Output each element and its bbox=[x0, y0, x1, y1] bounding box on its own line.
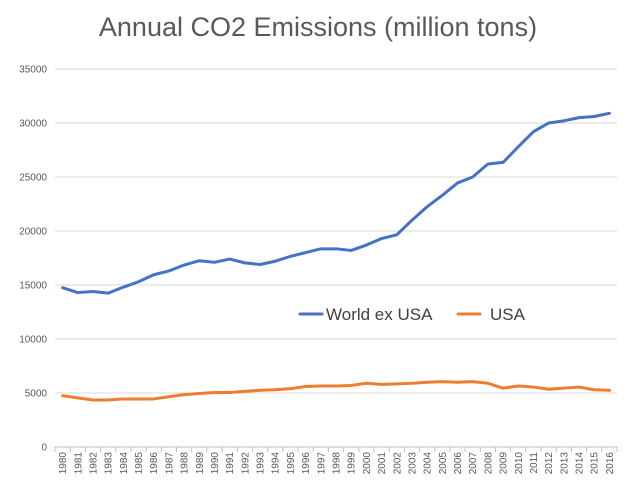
y-tick-label-10000: 10000 bbox=[19, 335, 47, 346]
chart-title: Annual CO2 Emissions (million tons) bbox=[99, 12, 537, 42]
x-tick-label-2016: 2016 bbox=[605, 452, 616, 475]
y-tick-label-5000: 5000 bbox=[25, 389, 48, 400]
x-tick-label-2011: 2011 bbox=[529, 452, 540, 474]
x-tick-label-2004: 2004 bbox=[423, 452, 434, 475]
series-lines bbox=[61, 111, 611, 402]
series-line-usa bbox=[61, 380, 611, 402]
x-tick-label-1986: 1986 bbox=[149, 452, 160, 475]
x-tick-label-1998: 1998 bbox=[332, 452, 343, 475]
x-tick-label-1994: 1994 bbox=[271, 452, 282, 475]
y-tick-label-20000: 20000 bbox=[19, 227, 47, 238]
y-tick-label-35000: 35000 bbox=[19, 65, 47, 76]
y-tick-label-0: 0 bbox=[41, 443, 47, 454]
x-tick-label-2002: 2002 bbox=[392, 452, 403, 475]
legend-label-world-ex-usa: World ex USA bbox=[326, 305, 433, 324]
x-axis-tick-labels: 1980 1981 1982 1983 1984 1985 1986 1987 1988 1989… bbox=[58, 452, 616, 475]
x-tick-label-2008: 2008 bbox=[483, 452, 494, 475]
x-tick-label-2000: 2000 bbox=[362, 452, 373, 475]
x-tick-label-2010: 2010 bbox=[514, 452, 525, 475]
legend: World ex USA USA bbox=[298, 305, 526, 324]
y-axis-tick-labels: 0 5000 10000 15000 20000 25000 30000 35000 bbox=[19, 65, 47, 454]
series-line-world-ex-usa bbox=[61, 111, 611, 295]
x-tick-label-2003: 2003 bbox=[407, 452, 418, 475]
y-tick-label-15000: 15000 bbox=[19, 281, 47, 292]
legend-label-usa: USA bbox=[490, 305, 526, 324]
x-tick-label-1996: 1996 bbox=[301, 452, 312, 475]
x-tick-label-1999: 1999 bbox=[347, 452, 358, 475]
y-tick-label-30000: 30000 bbox=[19, 119, 47, 130]
x-tick-label-1981: 1981 bbox=[73, 452, 84, 475]
x-tick-label-1984: 1984 bbox=[119, 452, 130, 475]
x-tick-label-1997: 1997 bbox=[316, 452, 327, 475]
x-tick-label-1982: 1982 bbox=[88, 452, 99, 475]
x-tick-label-2014: 2014 bbox=[575, 452, 586, 475]
x-tick-label-1990: 1990 bbox=[210, 452, 221, 475]
y-tick-label-25000: 25000 bbox=[19, 173, 47, 184]
x-tick-label-1993: 1993 bbox=[256, 452, 267, 475]
x-tick-label-2009: 2009 bbox=[499, 452, 510, 475]
axes bbox=[54, 446, 618, 452]
x-tick-label-1995: 1995 bbox=[286, 452, 297, 475]
x-tick-label-2006: 2006 bbox=[453, 452, 464, 475]
x-tick-label-1987: 1987 bbox=[164, 452, 175, 475]
x-tick-label-1992: 1992 bbox=[240, 452, 251, 475]
x-tick-label-2005: 2005 bbox=[438, 452, 449, 475]
x-tick-label-1985: 1985 bbox=[134, 452, 145, 475]
gridlines bbox=[55, 68, 617, 394]
x-tick-label-2013: 2013 bbox=[559, 452, 570, 475]
x-tick-label-2012: 2012 bbox=[544, 452, 555, 475]
x-tick-label-1980: 1980 bbox=[58, 452, 69, 475]
x-tick-label-1988: 1988 bbox=[180, 452, 191, 475]
x-tick-label-2007: 2007 bbox=[468, 452, 479, 475]
x-tick-label-1991: 1991 bbox=[225, 452, 236, 475]
x-tick-label-1983: 1983 bbox=[104, 452, 115, 475]
x-tick-label-2015: 2015 bbox=[590, 452, 601, 475]
x-tick-label-2001: 2001 bbox=[377, 452, 388, 475]
x-tick-label-1989: 1989 bbox=[195, 452, 206, 475]
